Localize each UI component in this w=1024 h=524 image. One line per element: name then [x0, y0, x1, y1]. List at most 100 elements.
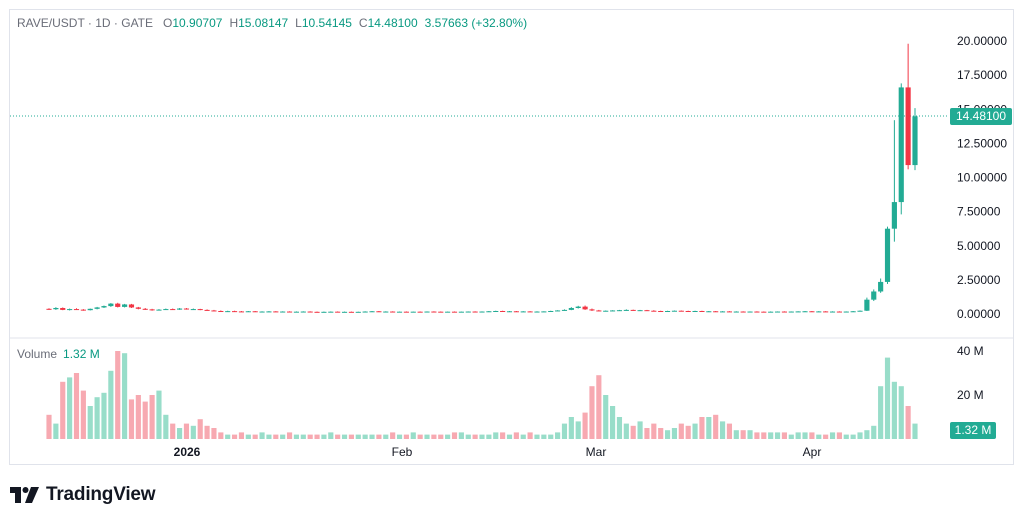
volume-bar — [238, 432, 245, 439]
candle-body — [857, 310, 863, 312]
candle-body — [225, 311, 231, 313]
candle-body — [878, 281, 884, 292]
volume-bar — [871, 425, 877, 439]
candle-body — [589, 309, 595, 311]
candle-body — [555, 310, 561, 312]
price-tick-label: 20.00000 — [957, 34, 1007, 48]
volume-bar — [596, 375, 602, 439]
volume-bar — [465, 434, 471, 439]
candle-body — [355, 311, 361, 313]
candle-body — [486, 311, 492, 313]
volume-bar — [664, 430, 671, 439]
volume-bar — [286, 432, 293, 439]
candle-body — [390, 311, 396, 313]
candle-body — [713, 311, 719, 313]
candle-body — [871, 291, 877, 300]
candle-body — [781, 311, 787, 313]
candle-body — [651, 310, 657, 312]
volume-bar — [561, 423, 568, 439]
volume-bar — [781, 432, 787, 439]
candle-body — [754, 311, 760, 313]
volume-bar — [183, 423, 190, 439]
candle-body — [898, 87, 904, 203]
volume-bar — [610, 406, 616, 439]
volume-bar — [60, 381, 66, 439]
volume-bar — [568, 417, 574, 439]
low-value: 10.54145 — [301, 16, 352, 30]
volume-bar — [891, 381, 897, 439]
candle-body — [740, 311, 746, 313]
volume-bar — [108, 370, 114, 439]
volume-bar — [761, 432, 767, 439]
volume-bar — [850, 434, 856, 439]
candle-body — [733, 311, 739, 313]
close-label: C — [358, 16, 368, 30]
symbol-label[interactable]: RAVE/USDT · 1D · GATE — [17, 16, 154, 30]
volume-bar — [637, 421, 643, 439]
candle-body — [46, 308, 52, 310]
volume-bar — [300, 434, 306, 439]
volume-bar — [823, 434, 829, 439]
volume-bar — [678, 423, 684, 439]
volume-bar — [479, 434, 485, 439]
volume-bar — [293, 434, 300, 439]
candle-body — [204, 309, 210, 311]
candle-body — [761, 311, 767, 313]
candle-body — [293, 311, 300, 313]
volume-bar — [403, 434, 409, 439]
candle-body — [884, 228, 891, 282]
candle-body — [768, 311, 774, 313]
candle-body — [829, 311, 836, 313]
tradingview-logo[interactable]: TradingView — [10, 484, 156, 506]
price-tick-label: 0.00000 — [957, 307, 1001, 321]
volume-bar — [706, 417, 712, 439]
candle-body — [101, 306, 107, 308]
volume-bar — [445, 434, 451, 439]
candle-body — [135, 307, 141, 309]
volume-bar — [589, 386, 595, 439]
volume-bar — [616, 417, 623, 439]
candle-body — [747, 311, 753, 313]
volume-bar — [658, 428, 664, 439]
volume-bar — [458, 432, 464, 439]
volume-bar — [493, 432, 499, 439]
price-tick-label: 5.00000 — [957, 239, 1001, 253]
volume-bar — [788, 434, 794, 439]
candle-body — [506, 311, 513, 313]
candle-body — [823, 311, 829, 313]
volume-bar — [231, 434, 238, 439]
volume-label[interactable]: Volume — [17, 347, 58, 361]
candle-body — [513, 311, 519, 313]
candle-body — [108, 303, 114, 307]
candle-body — [493, 310, 499, 312]
price-axis: 20.0000017.5000015.0000012.5000010.00000… — [957, 34, 1007, 321]
volume-bar — [53, 423, 59, 439]
volume-bar — [245, 434, 251, 439]
volume-bar — [341, 434, 348, 439]
candle-body — [286, 311, 293, 313]
candle-body — [582, 306, 588, 310]
volume-bar — [73, 373, 80, 439]
volume-bar — [149, 395, 155, 439]
volume-bar — [94, 397, 100, 439]
candle-body — [163, 309, 169, 311]
volume-bar — [122, 353, 128, 439]
volume-bar — [740, 430, 746, 439]
volume-bar — [685, 425, 691, 439]
candle-body — [259, 311, 265, 313]
volume-bar — [878, 386, 884, 439]
volume-bar — [451, 432, 458, 439]
time-tick-label: Feb — [392, 445, 413, 459]
volume-bar — [376, 434, 382, 439]
candle-body — [905, 87, 911, 166]
candle-body — [335, 311, 341, 313]
candle-body — [60, 307, 66, 310]
volume-bar — [513, 432, 519, 439]
volume-tick-label: 20 M — [957, 388, 984, 402]
tradingview-logo-icon — [10, 487, 39, 503]
volume-bar — [273, 434, 279, 439]
volume-bar — [348, 434, 354, 439]
time-tick-label: Mar — [586, 445, 607, 459]
volume-bar — [692, 423, 698, 439]
